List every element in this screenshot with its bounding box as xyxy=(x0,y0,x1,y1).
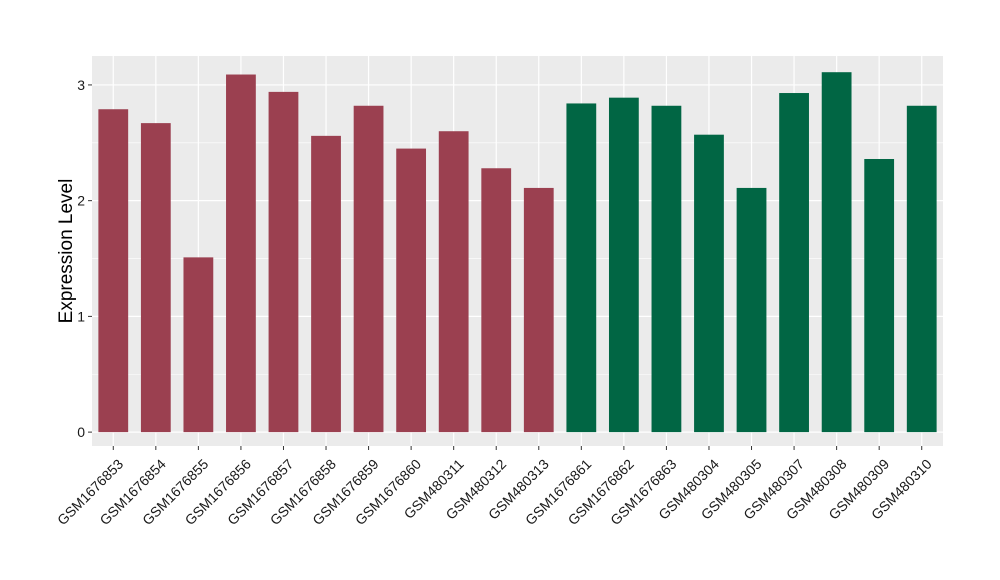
y-tick-label: 1 xyxy=(77,308,85,324)
y-tick-label: 0 xyxy=(77,424,85,440)
bar-gsm480308 xyxy=(821,72,852,433)
bar-gsm480311 xyxy=(438,131,469,433)
bar-gsm1676855 xyxy=(183,257,214,433)
bars xyxy=(98,72,937,433)
x-axis: GSM1676853GSM1676854GSM1676855GSM1676856… xyxy=(54,446,935,528)
bar-gsm480310 xyxy=(906,105,937,433)
bar-gsm480307 xyxy=(779,93,809,433)
bar-gsm1676860 xyxy=(396,148,427,433)
bar-gsm1676857 xyxy=(268,91,299,433)
plot-panel xyxy=(92,56,943,446)
bar-gsm1676853 xyxy=(98,109,129,433)
bar-gsm480305 xyxy=(736,187,767,433)
bar-gsm1676862 xyxy=(608,97,639,433)
bar-gsm1676863 xyxy=(651,105,682,433)
bar-gsm480312 xyxy=(481,168,512,433)
y-tick-label: 2 xyxy=(77,193,85,209)
bar-gsm1676861 xyxy=(566,103,597,433)
bar-gsm1676856 xyxy=(226,74,256,433)
y-axis: 0 1 2 3 xyxy=(77,77,92,440)
bar-gsm480309 xyxy=(864,158,895,433)
bar-gsm1676859 xyxy=(353,105,384,433)
bar-gsm480304 xyxy=(694,134,724,433)
y-axis-title: Expression Level xyxy=(56,179,77,324)
bar-gsm1676858 xyxy=(311,135,341,433)
bar-gsm1676854 xyxy=(140,123,171,433)
y-tick-label: 3 xyxy=(77,77,85,93)
bar-gsm480313 xyxy=(523,187,554,433)
